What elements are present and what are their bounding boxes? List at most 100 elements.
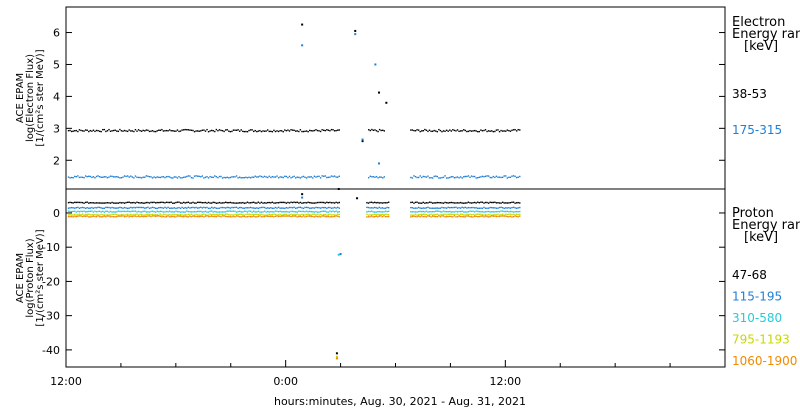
data-point [142,210,144,213]
data-point [178,206,180,209]
data-point [503,214,505,216]
data-point [242,214,244,216]
data-point [210,215,213,217]
data-point [156,207,158,210]
data-point [131,202,134,204]
data-point [497,213,499,215]
data-point [137,176,140,179]
data-point [232,214,235,216]
data-point [477,177,479,179]
data-point [83,130,85,132]
data-point [168,216,171,218]
data-point [150,210,152,213]
data-point [430,216,432,218]
data-point [75,176,78,178]
data-point [156,176,158,178]
series-115-195 [67,196,521,256]
data-point [369,201,371,204]
data-point [324,215,326,218]
data-point [287,176,289,179]
data-point [165,210,168,213]
data-point [168,213,171,216]
data-point [105,210,107,212]
data-point [324,206,326,209]
data-point [417,176,420,179]
data-point [427,130,429,133]
data-point [293,175,295,178]
data-point [302,175,305,178]
data-point [505,213,507,215]
data-point [428,201,431,203]
data-point [145,215,148,218]
data-point [214,214,216,216]
legend-entry-38-53: 38-53 [732,87,767,101]
data-point [455,213,457,216]
data-point [137,201,140,204]
data-point [323,201,325,204]
data-point [91,176,93,179]
data-point [430,210,432,213]
data-point [380,202,382,204]
data-point [483,214,485,216]
data-point [130,215,132,217]
data-point [417,202,420,204]
data-point [425,210,428,212]
data-point [424,128,426,131]
data-point [428,215,431,217]
data-point [338,175,340,177]
data-point [67,201,70,204]
legend-title-line: Energy ran [732,218,800,233]
data-point [126,201,129,204]
data-point [130,206,132,209]
data-point [181,129,183,131]
data-point [274,213,277,216]
data-point [324,202,326,204]
data-point [189,211,191,213]
data-point [413,202,415,204]
data-point [335,129,337,132]
data-point [354,29,357,32]
data-point [514,207,516,209]
data-point [284,175,286,178]
data-point [424,213,426,216]
data-point [309,214,311,216]
data-point [441,215,443,217]
data-point [198,130,200,132]
data-point [111,130,113,132]
data-point [238,210,241,212]
data-point [438,210,440,212]
data-point [103,214,106,216]
data-point [204,130,207,132]
data-point [372,207,374,209]
data-point [245,176,247,179]
data-point [207,214,210,216]
data-point [514,202,516,204]
data-point [387,210,390,213]
data-point [387,213,390,216]
data-point [123,206,126,209]
data-point [260,213,263,216]
data-point [277,177,280,179]
data-point [309,210,311,213]
data-point [500,210,502,212]
data-point [417,214,420,216]
data-point [173,202,176,204]
data-point [235,211,238,213]
data-point [435,214,437,216]
data-point [503,130,505,132]
data-point [103,207,106,209]
data-point [224,177,227,179]
data-point [321,175,323,177]
data-point [117,215,120,217]
data-point [198,201,200,204]
data-point [252,176,255,179]
data-point [381,213,384,216]
data-point [517,201,519,204]
data-point [223,202,225,204]
data-point [200,130,202,132]
data-point [266,129,269,131]
data-point [453,206,456,209]
data-point [123,210,126,213]
data-point [148,130,151,133]
data-point [487,202,490,204]
